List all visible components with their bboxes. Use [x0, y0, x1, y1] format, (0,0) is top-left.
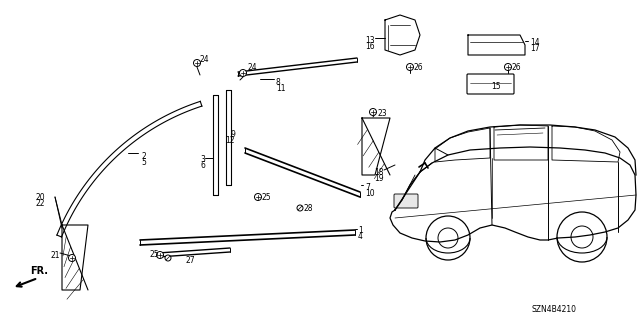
Text: 10: 10	[365, 189, 374, 198]
Text: 5: 5	[141, 158, 146, 167]
Circle shape	[165, 255, 171, 261]
Text: 2: 2	[141, 152, 146, 161]
Text: SZN4B4210: SZN4B4210	[532, 305, 577, 314]
Text: 15: 15	[491, 82, 500, 91]
Text: 1: 1	[358, 226, 363, 235]
Circle shape	[193, 60, 200, 66]
Text: 8: 8	[276, 78, 281, 87]
Text: 7: 7	[365, 183, 370, 192]
Text: 12: 12	[225, 136, 235, 145]
Text: 9: 9	[230, 130, 235, 139]
Text: 17: 17	[530, 44, 540, 53]
Circle shape	[68, 255, 76, 262]
Text: 3: 3	[200, 155, 205, 164]
Text: 24: 24	[247, 63, 257, 72]
Text: 28: 28	[303, 204, 312, 213]
Text: 18: 18	[374, 168, 384, 177]
Text: 24: 24	[200, 55, 210, 64]
Text: 23: 23	[378, 109, 388, 118]
Text: 20: 20	[36, 193, 45, 202]
FancyBboxPatch shape	[394, 194, 418, 208]
Circle shape	[369, 108, 376, 115]
Text: 6: 6	[200, 161, 205, 170]
Circle shape	[255, 194, 262, 201]
Circle shape	[157, 251, 163, 258]
Text: 27: 27	[185, 256, 195, 265]
Text: 26: 26	[511, 63, 520, 72]
Circle shape	[239, 70, 246, 77]
Circle shape	[504, 63, 511, 70]
Text: 25: 25	[262, 193, 271, 202]
Circle shape	[297, 205, 303, 211]
Text: 22: 22	[36, 199, 45, 208]
Text: 4: 4	[358, 232, 363, 241]
Text: 11: 11	[276, 84, 285, 93]
Text: 14: 14	[530, 38, 540, 47]
Text: 26: 26	[413, 63, 422, 72]
Text: 13: 13	[365, 36, 375, 45]
Text: FR.: FR.	[30, 266, 48, 276]
Text: 16: 16	[365, 42, 375, 51]
Text: 25: 25	[150, 250, 159, 259]
Text: 19: 19	[374, 174, 384, 183]
Text: 21: 21	[51, 251, 60, 260]
Circle shape	[406, 63, 413, 70]
